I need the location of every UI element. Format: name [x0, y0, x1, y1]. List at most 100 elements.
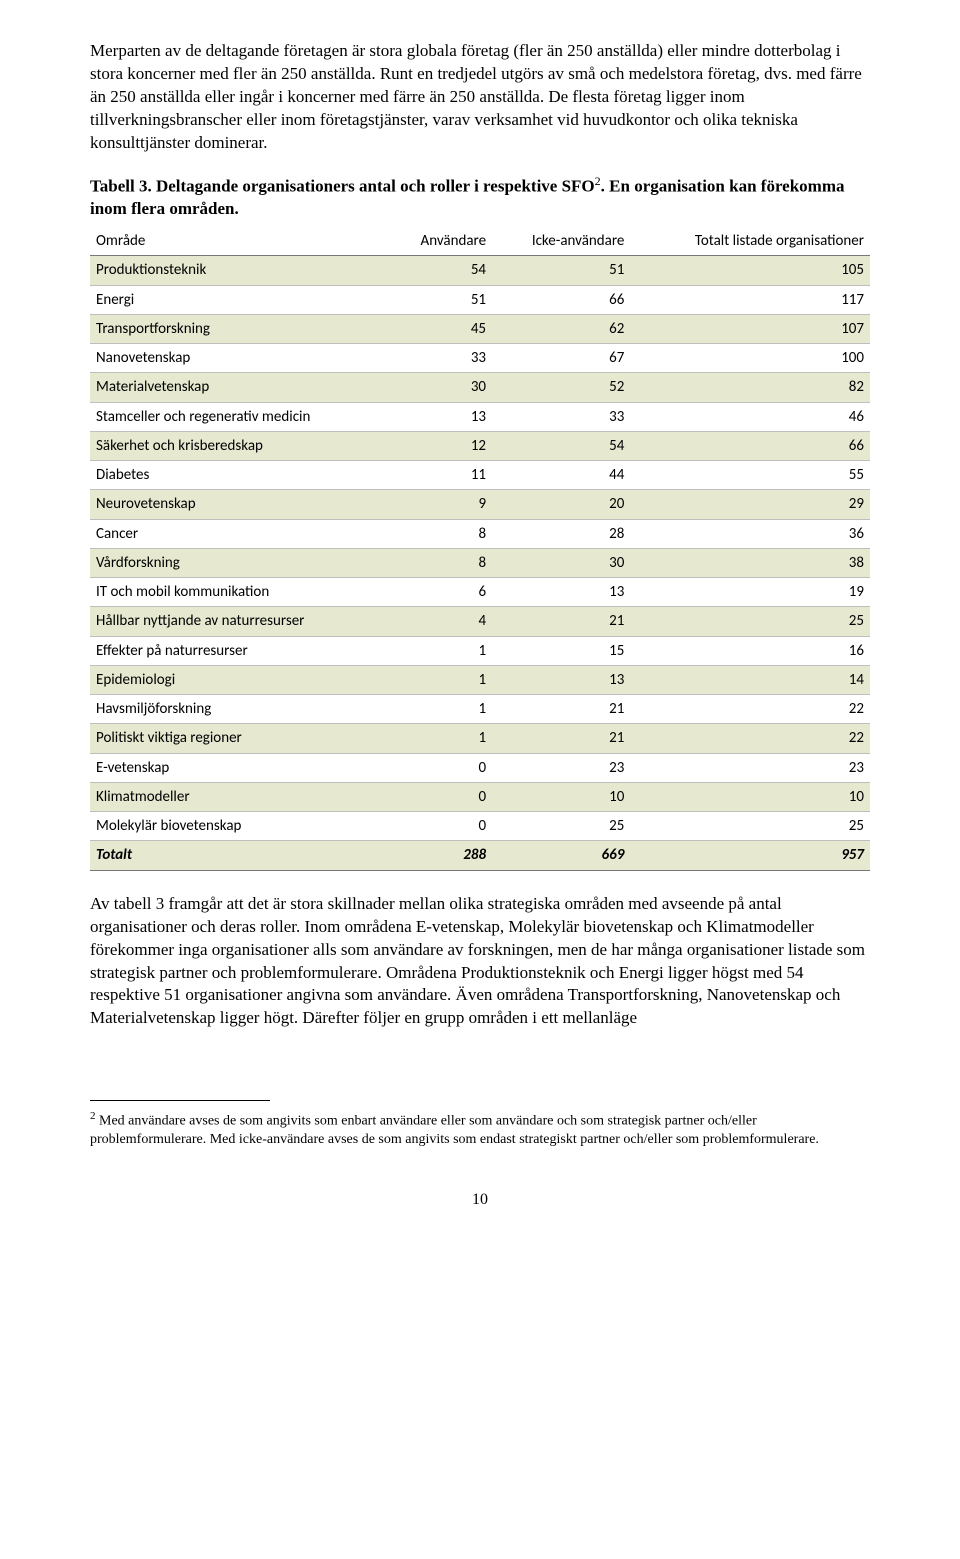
total-icke-anvandare: 669 [492, 841, 630, 870]
row-anvandare: 4 [390, 607, 493, 636]
row-totalt: 105 [630, 256, 870, 285]
row-totalt: 19 [630, 578, 870, 607]
row-icke-anvandare: 51 [492, 256, 630, 285]
analysis-paragraph: Av tabell 3 framgår att det är stora ski… [90, 893, 870, 1031]
table-row: Materialvetenskap305282 [90, 373, 870, 402]
row-anvandare: 9 [390, 490, 493, 519]
table-row: E-vetenskap02323 [90, 753, 870, 782]
table-row: Epidemiologi11314 [90, 665, 870, 694]
row-icke-anvandare: 62 [492, 314, 630, 343]
table-row: Produktionsteknik5451105 [90, 256, 870, 285]
row-label: Säkerhet och krisberedskap [90, 431, 390, 460]
row-anvandare: 54 [390, 256, 493, 285]
row-totalt: 22 [630, 724, 870, 753]
row-label: Transportforskning [90, 314, 390, 343]
row-anvandare: 33 [390, 344, 493, 373]
table-row: IT och mobil kommunikation61319 [90, 578, 870, 607]
row-icke-anvandare: 15 [492, 636, 630, 665]
row-icke-anvandare: 13 [492, 578, 630, 607]
row-icke-anvandare: 30 [492, 548, 630, 577]
total-anvandare: 288 [390, 841, 493, 870]
row-icke-anvandare: 33 [492, 402, 630, 431]
row-label: Energi [90, 285, 390, 314]
row-label: Vårdforskning [90, 548, 390, 577]
row-totalt: 82 [630, 373, 870, 402]
row-totalt: 36 [630, 519, 870, 548]
row-label: Cancer [90, 519, 390, 548]
caption-bold: Tabell 3. Deltagande organisationers ant… [90, 176, 595, 195]
row-anvandare: 1 [390, 665, 493, 694]
table-row: Energi5166117 [90, 285, 870, 314]
total-totalt: 957 [630, 841, 870, 870]
footnote-text: Med användare avses de som angivits som … [90, 1114, 819, 1147]
row-totalt: 10 [630, 782, 870, 811]
table-total-row: Totalt288669957 [90, 841, 870, 870]
row-totalt: 55 [630, 461, 870, 490]
row-anvandare: 45 [390, 314, 493, 343]
row-anvandare: 12 [390, 431, 493, 460]
table-row: Säkerhet och krisberedskap125466 [90, 431, 870, 460]
table-row: Stamceller och regenerativ medicin133346 [90, 402, 870, 431]
row-icke-anvandare: 52 [492, 373, 630, 402]
table-row: Vårdforskning83038 [90, 548, 870, 577]
table-header-row: Område Användare Icke-användare Totalt l… [90, 227, 870, 256]
row-icke-anvandare: 13 [492, 665, 630, 694]
row-label: Materialvetenskap [90, 373, 390, 402]
row-icke-anvandare: 44 [492, 461, 630, 490]
row-icke-anvandare: 20 [492, 490, 630, 519]
row-totalt: 29 [630, 490, 870, 519]
row-label: Neurovetenskap [90, 490, 390, 519]
row-anvandare: 51 [390, 285, 493, 314]
total-label: Totalt [90, 841, 390, 870]
table-row: Cancer82836 [90, 519, 870, 548]
row-totalt: 100 [630, 344, 870, 373]
row-label: Hållbar nyttjande av naturresurser [90, 607, 390, 636]
row-icke-anvandare: 54 [492, 431, 630, 460]
row-totalt: 25 [630, 812, 870, 841]
row-icke-anvandare: 10 [492, 782, 630, 811]
row-totalt: 46 [630, 402, 870, 431]
row-anvandare: 0 [390, 812, 493, 841]
row-label: Nanovetenskap [90, 344, 390, 373]
row-label: Klimatmodeller [90, 782, 390, 811]
row-label: IT och mobil kommunikation [90, 578, 390, 607]
table-row: Diabetes114455 [90, 461, 870, 490]
row-anvandare: 0 [390, 753, 493, 782]
row-totalt: 66 [630, 431, 870, 460]
table-row: Neurovetenskap92029 [90, 490, 870, 519]
row-icke-anvandare: 66 [492, 285, 630, 314]
table-row: Effekter på naturresurser11516 [90, 636, 870, 665]
row-label: Diabetes [90, 461, 390, 490]
row-label: Molekylär biovetenskap [90, 812, 390, 841]
row-anvandare: 8 [390, 519, 493, 548]
page-number: 10 [90, 1189, 870, 1211]
footnote-separator [90, 1100, 270, 1101]
row-icke-anvandare: 21 [492, 607, 630, 636]
row-label: Effekter på naturresurser [90, 636, 390, 665]
table-row: Politiskt viktiga regioner12122 [90, 724, 870, 753]
footnote: 2 Med användare avses de som angivits so… [90, 1109, 870, 1149]
row-totalt: 38 [630, 548, 870, 577]
col-totalt: Totalt listade organisationer [630, 227, 870, 256]
row-anvandare: 0 [390, 782, 493, 811]
row-label: E-vetenskap [90, 753, 390, 782]
table-caption: Tabell 3. Deltagande organisationers ant… [90, 173, 870, 222]
row-totalt: 107 [630, 314, 870, 343]
row-icke-anvandare: 67 [492, 344, 630, 373]
col-omrade: Område [90, 227, 390, 256]
row-anvandare: 11 [390, 461, 493, 490]
row-totalt: 14 [630, 665, 870, 694]
row-label: Politiskt viktiga regioner [90, 724, 390, 753]
row-icke-anvandare: 23 [492, 753, 630, 782]
row-totalt: 23 [630, 753, 870, 782]
row-anvandare: 8 [390, 548, 493, 577]
row-anvandare: 1 [390, 636, 493, 665]
row-totalt: 22 [630, 695, 870, 724]
row-label: Epidemiologi [90, 665, 390, 694]
row-label: Havsmiljöforskning [90, 695, 390, 724]
row-icke-anvandare: 25 [492, 812, 630, 841]
row-anvandare: 30 [390, 373, 493, 402]
row-icke-anvandare: 21 [492, 724, 630, 753]
row-totalt: 25 [630, 607, 870, 636]
row-anvandare: 13 [390, 402, 493, 431]
